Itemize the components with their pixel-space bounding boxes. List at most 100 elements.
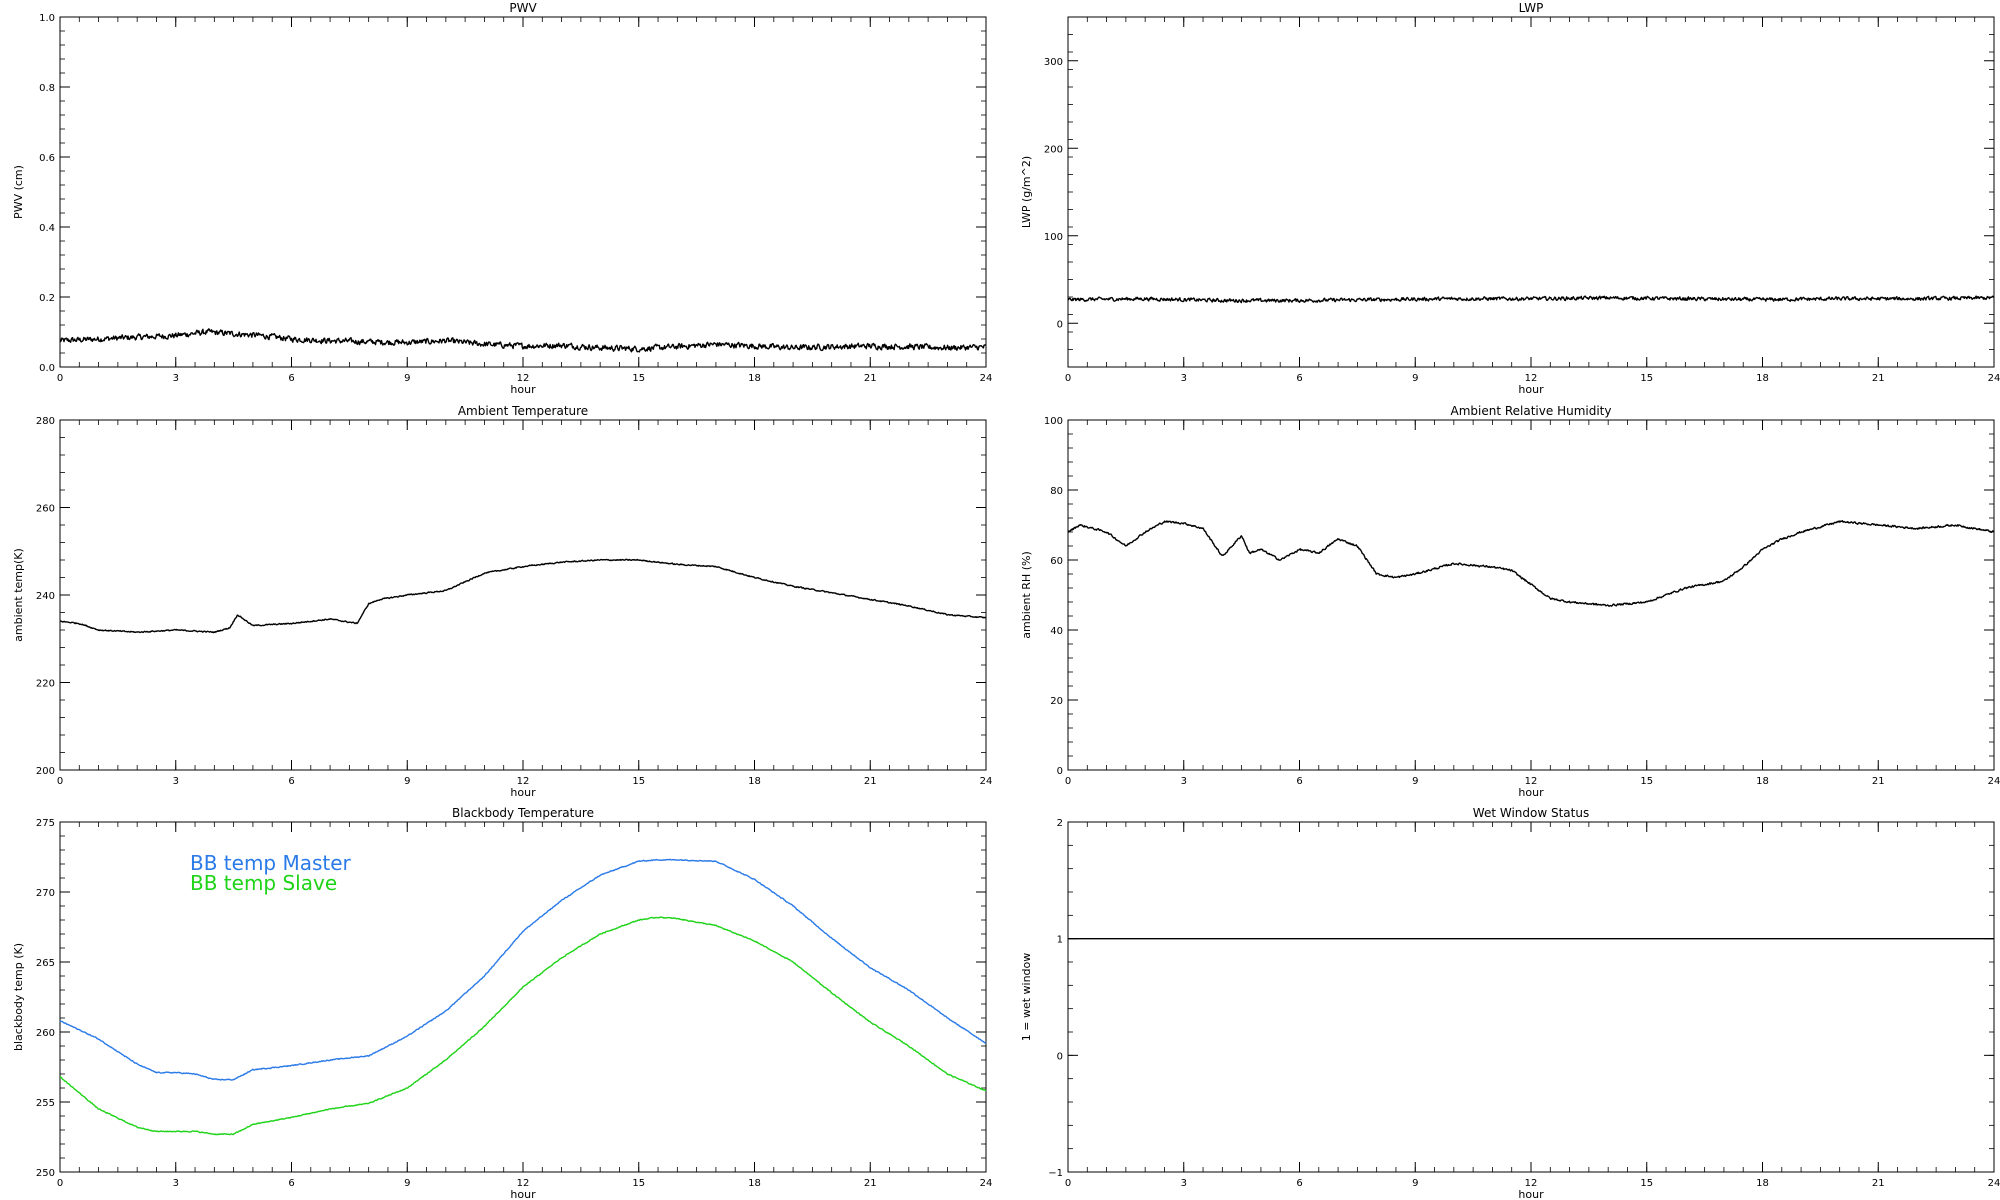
series-line-0 <box>60 558 987 634</box>
x-tick-label: 3 <box>1181 373 1187 384</box>
x-tick-label: 21 <box>864 373 877 384</box>
x-tick-label: 6 <box>1296 776 1302 787</box>
y-axis-label: 1 = wet window <box>1020 953 1033 1042</box>
x-tick-label: 21 <box>1872 776 1885 787</box>
x-tick-label: 6 <box>288 776 294 787</box>
x-tick-label: 24 <box>980 776 993 787</box>
x-tick-label: 9 <box>1412 1178 1418 1189</box>
plot-frame <box>1067 419 1995 771</box>
x-tick-label: 18 <box>748 1178 761 1189</box>
x-tick-label: 15 <box>1640 1178 1653 1189</box>
y-tick-label: 270 <box>36 888 55 899</box>
legend-entry: BB temp Master <box>190 851 352 875</box>
y-tick-label: 250 <box>36 1168 55 1179</box>
y-tick-label: 0 <box>1057 1051 1063 1062</box>
x-axis-label: hour <box>1518 786 1544 799</box>
x-tick-label: 9 <box>404 373 410 384</box>
x-tick-label: 12 <box>517 776 530 787</box>
x-tick-label: 9 <box>1412 776 1418 787</box>
x-tick-label: 0 <box>1065 776 1071 787</box>
y-tick-label: 280 <box>36 416 55 427</box>
y-tick-label: 0 <box>1057 319 1063 330</box>
x-tick-label: 15 <box>632 776 645 787</box>
y-tick-label: 255 <box>36 1098 55 1109</box>
y-tick-label: 300 <box>1044 57 1063 68</box>
x-axis-label: hour <box>510 786 536 799</box>
x-axis-label: hour <box>510 1188 536 1200</box>
x-tick-label: 24 <box>1988 1178 2000 1189</box>
x-tick-label: 0 <box>1065 373 1071 384</box>
legend-entry: BB temp Slave <box>190 871 337 895</box>
x-tick-label: 24 <box>980 1178 993 1189</box>
y-tick-label: 0.4 <box>39 223 55 234</box>
plot-frame <box>1067 821 1995 1173</box>
x-tick-label: 18 <box>748 373 761 384</box>
x-axis-label: hour <box>1518 1188 1544 1200</box>
x-axis-label: hour <box>510 383 536 396</box>
y-tick-label: 275 <box>36 818 55 829</box>
x-tick-label: 12 <box>1525 1178 1538 1189</box>
series-line-bb-temp-slave <box>59 916 987 1136</box>
x-tick-label: 12 <box>1525 776 1538 787</box>
y-tick-label: 220 <box>36 679 55 690</box>
y-axis-label: blackbody temp (K) <box>12 943 25 1051</box>
x-tick-label: 0 <box>57 373 63 384</box>
x-tick-label: 21 <box>1872 1178 1885 1189</box>
series-line-0 <box>59 328 987 353</box>
chart-title: PWV <box>509 1 537 15</box>
x-tick-label: 12 <box>517 373 530 384</box>
series-line-0 <box>1067 520 1995 607</box>
x-tick-label: 3 <box>1181 1178 1187 1189</box>
x-tick-label: 6 <box>1296 1178 1302 1189</box>
y-tick-label: 240 <box>36 591 55 602</box>
y-tick-label: 1.0 <box>39 13 55 24</box>
x-tick-label: 18 <box>748 776 761 787</box>
series-line-0 <box>1067 295 1995 304</box>
y-tick-label: 260 <box>36 1028 55 1039</box>
x-tick-label: 21 <box>1872 373 1885 384</box>
x-tick-label: 3 <box>173 776 179 787</box>
x-tick-label: 15 <box>632 373 645 384</box>
y-tick-label: 0.8 <box>39 83 55 94</box>
chart-ambient-rh: Ambient Relative Humidity 0 3 6 9 12 15 18 21 24 h… <box>1020 404 2000 799</box>
y-tick-label: 0.0 <box>39 363 55 374</box>
y-axis-label: ambient RH (%) <box>1020 551 1033 639</box>
x-tick-label: 24 <box>980 373 993 384</box>
y-tick-label: 200 <box>36 766 55 777</box>
x-tick-label: 0 <box>57 1178 63 1189</box>
y-tick-label: 265 <box>36 958 55 969</box>
y-tick-label: 0 <box>1057 766 1063 777</box>
y-tick-label: 0.6 <box>39 153 55 164</box>
x-axis-label: hour <box>1518 383 1544 396</box>
y-tick-label: 200 <box>1044 144 1063 155</box>
x-tick-label: 9 <box>1412 373 1418 384</box>
y-tick-label: 80 <box>1050 486 1063 497</box>
x-tick-label: 12 <box>1525 373 1538 384</box>
x-tick-label: 3 <box>1181 776 1187 787</box>
y-tick-label: 20 <box>1050 696 1063 707</box>
y-tick-label: 0.2 <box>39 293 55 304</box>
x-tick-label: 3 <box>173 373 179 384</box>
x-tick-label: 18 <box>1756 1178 1769 1189</box>
y-axis-label: LWP (g/m^2) <box>1020 156 1033 228</box>
x-tick-label: 15 <box>632 1178 645 1189</box>
plot-frame <box>59 16 987 368</box>
y-axis-label: ambient temp(K) <box>12 548 25 642</box>
y-tick-label: 100 <box>1044 416 1063 427</box>
x-tick-label: 18 <box>1756 776 1769 787</box>
chart-title: Ambient Relative Humidity <box>1451 404 1612 418</box>
x-tick-label: 9 <box>404 1178 410 1189</box>
chart-title: LWP <box>1519 1 1544 15</box>
y-tick-label: −1 <box>1048 1168 1063 1179</box>
chart-title: Wet Window Status <box>1473 806 1589 820</box>
x-tick-label: 24 <box>1988 776 2000 787</box>
x-tick-label: 18 <box>1756 373 1769 384</box>
y-tick-label: 1 <box>1057 935 1063 946</box>
x-tick-label: 21 <box>864 776 877 787</box>
x-tick-label: 6 <box>1296 373 1302 384</box>
chart-title: Ambient Temperature <box>458 404 588 418</box>
x-tick-label: 15 <box>1640 373 1653 384</box>
x-tick-label: 21 <box>864 1178 877 1189</box>
